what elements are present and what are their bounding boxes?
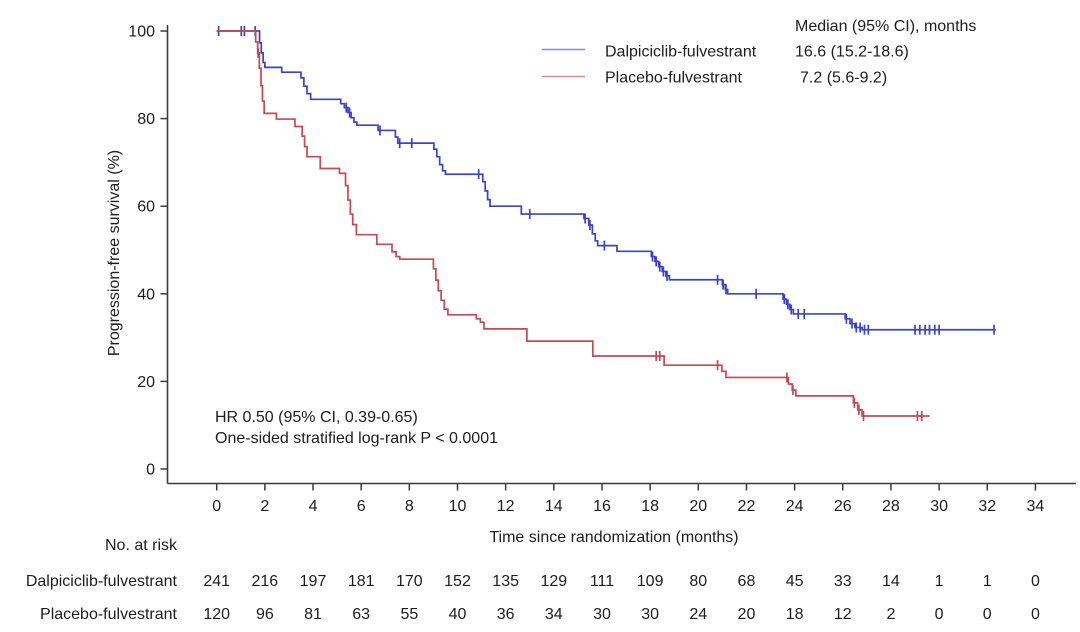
y-tick-label: 40 bbox=[137, 286, 155, 303]
risk-count-cell: 120 bbox=[203, 606, 230, 623]
x-tick-label: 14 bbox=[545, 498, 563, 515]
risk-count-cell: 109 bbox=[637, 573, 664, 590]
risk-count-cell: 181 bbox=[348, 573, 375, 590]
risk-table-title: No. at risk bbox=[105, 537, 178, 554]
x-tick-label: 10 bbox=[449, 498, 467, 515]
risk-count-cell: 0 bbox=[1031, 606, 1040, 623]
x-tick-label: 26 bbox=[834, 498, 852, 515]
risk-count-cell: 36 bbox=[497, 606, 515, 623]
legend-label-dalpiciclib: Dalpiciclib-fulvestrant bbox=[605, 44, 757, 61]
x-tick-label: 30 bbox=[930, 498, 948, 515]
x-tick-label: 2 bbox=[260, 498, 269, 515]
legend-label-placebo: Placebo-fulvestrant bbox=[605, 70, 743, 87]
risk-count-cell: 20 bbox=[738, 606, 756, 623]
risk-count-cell: 152 bbox=[444, 573, 471, 590]
x-tick-label: 24 bbox=[786, 498, 804, 515]
risk-count-cell: 80 bbox=[689, 573, 707, 590]
annotation-hr: HR 0.50 (95% CI, 0.39-0.65) bbox=[215, 409, 418, 426]
y-axis-ticks: 0 20 40 60 80 100 bbox=[128, 24, 168, 479]
risk-count-cell: 2 bbox=[886, 606, 895, 623]
risk-count-cell: 40 bbox=[449, 606, 467, 623]
x-tick-label: 4 bbox=[309, 498, 318, 515]
risk-count-cell: 96 bbox=[256, 606, 274, 623]
risk-count-cell: 30 bbox=[593, 606, 611, 623]
x-tick-label: 32 bbox=[978, 498, 996, 515]
risk-count-cell: 12 bbox=[834, 606, 852, 623]
risk-count-cell: 34 bbox=[545, 606, 563, 623]
y-tick-label: 80 bbox=[137, 111, 155, 128]
y-axis-title: Progression-free survival (%) bbox=[106, 150, 123, 356]
x-tick-label: 0 bbox=[212, 498, 221, 515]
risk-count-cell: 1 bbox=[935, 573, 944, 590]
x-tick-label: 28 bbox=[882, 498, 900, 515]
y-tick-label: 100 bbox=[128, 24, 155, 41]
y-tick-label: 20 bbox=[137, 374, 155, 391]
risk-count-cell: 129 bbox=[540, 573, 567, 590]
risk-count-cell: 197 bbox=[300, 573, 327, 590]
risk-count-cell: 241 bbox=[203, 573, 230, 590]
risk-count-cell: 1 bbox=[983, 573, 992, 590]
risk-count-cell: 0 bbox=[983, 606, 992, 623]
risk-count-cell: 45 bbox=[786, 573, 804, 590]
risk-row-label-dalpiciclib: Dalpiciclib-fulvestrant bbox=[26, 573, 178, 590]
legend-median-dalpiciclib: 16.6 (15.2-18.6) bbox=[795, 44, 909, 61]
risk-count-cell: 170 bbox=[396, 573, 423, 590]
risk-count-cell: 216 bbox=[252, 573, 279, 590]
annotation-logrank: One-sided stratified log-rank P < 0.0001 bbox=[215, 430, 498, 447]
x-axis-title: Time since randomization (months) bbox=[489, 529, 738, 546]
x-tick-label: 22 bbox=[738, 498, 756, 515]
x-tick-label: 18 bbox=[641, 498, 659, 515]
risk-count-cell: 68 bbox=[738, 573, 756, 590]
risk-count-cell: 55 bbox=[400, 606, 418, 623]
x-tick-label: 6 bbox=[357, 498, 366, 515]
y-tick-label: 0 bbox=[146, 462, 155, 479]
risk-count-cell: 135 bbox=[492, 573, 519, 590]
risk-count-cell: 111 bbox=[590, 573, 614, 590]
x-tick-label: 20 bbox=[689, 498, 707, 515]
x-tick-label: 16 bbox=[593, 498, 611, 515]
risk-count-cell: 30 bbox=[641, 606, 659, 623]
survival-curve-placebo-fulvestrant bbox=[216, 30, 930, 417]
risk-count-cell: 24 bbox=[689, 606, 707, 623]
risk-count-cell: 81 bbox=[304, 606, 322, 623]
risk-row-label-placebo: Placebo-fulvestrant bbox=[40, 606, 178, 623]
survival-curve-dalpiciclib-fulvestrant bbox=[216, 30, 996, 331]
risk-count-cell: 0 bbox=[1031, 573, 1040, 590]
x-tick-label: 12 bbox=[497, 498, 515, 515]
risk-count-cell: 63 bbox=[352, 606, 370, 623]
legend-median-placebo: 7.2 (5.6-9.2) bbox=[800, 70, 887, 87]
risk-table-counts: 241 216 197 181 170 152 135 129 111 109 80 68 45 33 14… bbox=[203, 573, 1040, 623]
risk-count-cell: 0 bbox=[935, 606, 944, 623]
legend-median-header: Median (95% CI), months bbox=[795, 18, 976, 35]
x-axis-ticks: 0 2 4 6 8 10 12 14 16 18 20 22 24 26 28 30 32 34 bbox=[212, 483, 1045, 515]
x-tick-label: 34 bbox=[1027, 498, 1045, 515]
risk-count-cell: 18 bbox=[786, 606, 804, 623]
risk-count-cell: 14 bbox=[882, 573, 900, 590]
x-tick-label: 8 bbox=[405, 498, 414, 515]
risk-count-cell: 33 bbox=[834, 573, 852, 590]
y-tick-label: 60 bbox=[137, 199, 155, 216]
survival-curves bbox=[216, 26, 996, 421]
